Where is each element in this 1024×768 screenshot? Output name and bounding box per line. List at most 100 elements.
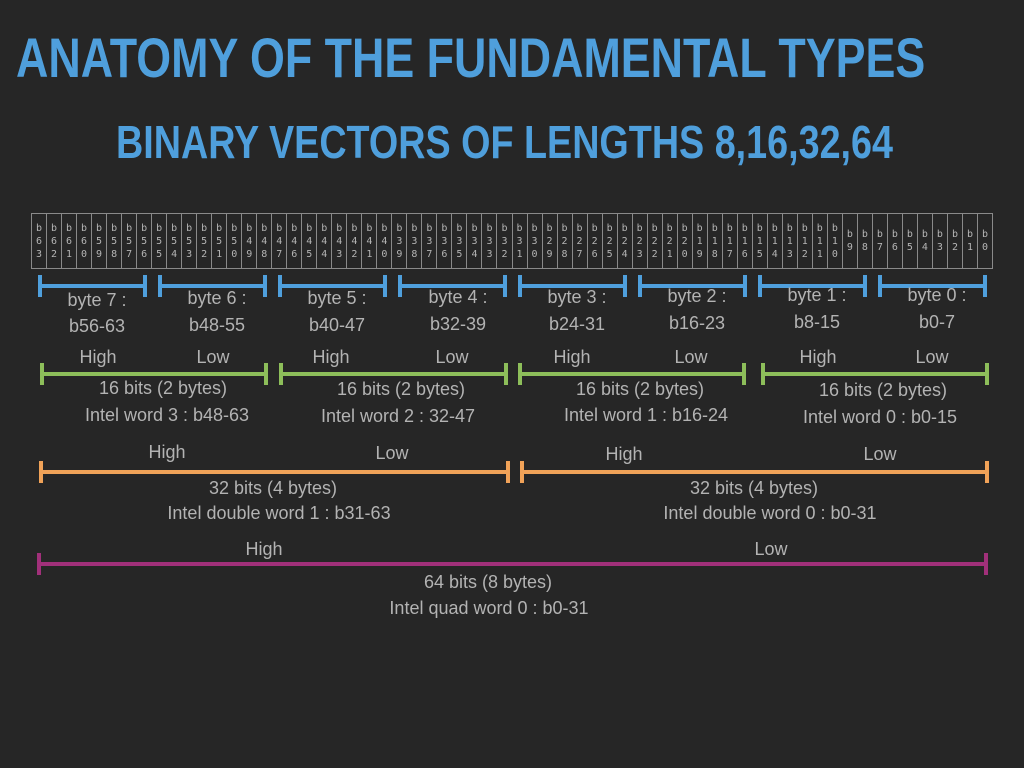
bit-cell-char: 4 [261,235,268,247]
bit-cell-char: 0 [531,248,538,260]
byte-1-range: b8-15 [793,312,841,332]
bit-cell-char: b [756,222,763,234]
bit-cell-char: 2 [951,242,958,253]
byte-6-name: byte 6 : [187,288,247,308]
bit-cell-char: 3 [426,235,433,247]
bit-cell-char: 3 [186,248,193,260]
word-bracket [518,363,746,385]
bit-cell-char: 4 [306,235,313,247]
bit-cell-char: 1 [726,235,733,247]
qword-high-label: High [245,539,283,559]
dword-bracket [39,461,510,483]
bit-cell-char: 2 [801,248,808,260]
bit-cell-char: b [351,222,358,234]
bit-cell-char: b [321,222,328,234]
bit-cell-char: 5 [186,235,193,247]
word-bracket [761,363,989,385]
bit-cell-char: b [486,222,493,234]
bit-cell-char: 5 [126,235,133,247]
bit-cell-char: b [51,222,58,234]
byte-bracket [878,275,987,297]
word-1-size: 16 bits (2 bytes) [575,379,705,399]
byte-7-name: byte 7 : [67,290,127,310]
bit-cell-char: 1 [756,235,763,247]
byte-bracket [38,275,147,297]
byte-bracket [638,275,747,297]
bit-cell-char: 4 [921,242,928,253]
bit-cell-char: 1 [216,248,223,260]
bit-cell-char: 4 [621,248,628,260]
byte-4-range: b32-39 [429,314,487,334]
bit-cell-char: b [471,222,478,234]
bit-cell-char: 2 [501,248,508,260]
bit-cell-char: b [906,229,913,240]
bit-cell-char: 5 [906,242,913,253]
byte-2-range: b16-23 [668,313,726,333]
bit-cell-char: b [171,222,178,234]
bit-cell-char: 0 [381,248,388,260]
dword-0-low-label: Low [863,444,897,464]
byte-0-range: b0-7 [918,312,956,332]
bit-cell-char: 3 [396,235,403,247]
dword-1-low-label: Low [375,443,409,463]
bit-cell-char: b [711,222,718,234]
word-bracket [279,363,508,385]
bit-cell-char: 1 [666,248,673,260]
bit-cell-char: 7 [576,248,583,260]
dword-0-high-label: High [605,444,643,464]
bit-cell-char: 5 [231,235,238,247]
bit-cell-char: 7 [276,248,283,260]
bit-cell-char: 4 [771,248,778,260]
word-3-size: 16 bits (2 bytes) [98,378,228,398]
bit-cell-char: 1 [966,242,973,253]
qword-bracket [37,553,988,575]
bit-cell-char: 8 [861,242,868,253]
bit-cell-char: b [561,222,568,234]
qword-name: Intel quad word 0 : b0-31 [389,598,589,618]
bit-cell-char: b [891,229,898,240]
bit-cell-char: b [876,229,883,240]
bit-cell-char: 1 [816,235,823,247]
bit-cell-char: 5 [156,248,163,260]
bit-cell-char: b [381,222,388,234]
bit-cell-char: b [186,222,193,234]
bit-cell-char: b [276,222,283,234]
bit-cell-char: b [411,222,418,234]
bit-cell-char: b [801,222,808,234]
bit-cell-char: b [816,222,823,234]
bit-cell-char: b [591,222,598,234]
bit-cell-char: 1 [66,248,73,260]
byte-bracket [518,275,627,297]
bit-cell-char: 5 [111,235,118,247]
bit-cell-char: b [861,229,868,240]
bit-cell-char: 2 [51,248,58,260]
byte-bracket [398,275,507,297]
word-3-name: Intel word 3 : b48-63 [84,405,250,425]
